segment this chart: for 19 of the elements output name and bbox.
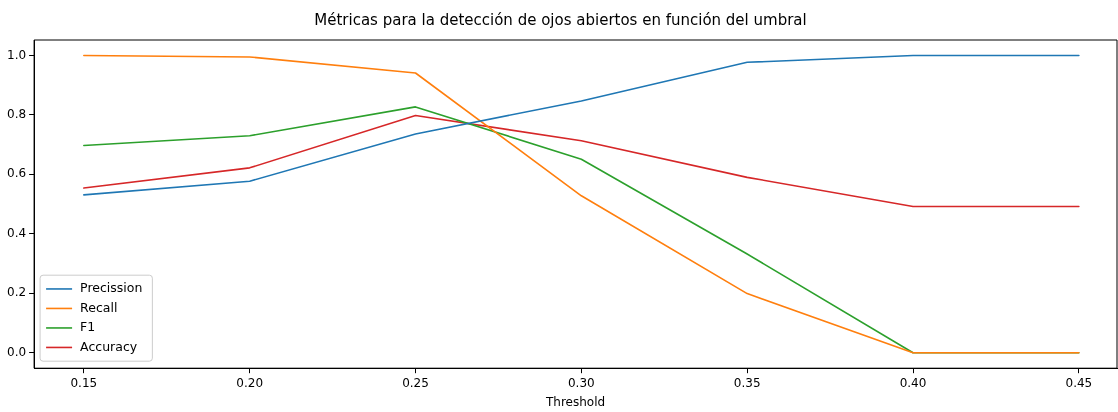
legend-label: F1 xyxy=(80,319,96,335)
x-tick-label: 0.30 xyxy=(567,375,595,390)
x-tick-label: 0.40 xyxy=(899,375,927,390)
x-tick-label: 0.20 xyxy=(236,375,264,390)
x-tick-label: 0.45 xyxy=(1065,375,1093,390)
y-tick-label: 0.2 xyxy=(6,285,27,300)
y-tick-label: 1.0 xyxy=(6,47,27,62)
legend-label: Recall xyxy=(80,299,118,315)
y-tick-label: 0.6 xyxy=(6,166,27,181)
y-tick-label: 0.8 xyxy=(6,107,27,122)
chart-title: Métricas para la detección de ojos abiertos en función del umbral xyxy=(314,10,807,29)
x-axis-title: Threshold xyxy=(544,394,606,409)
x-tick-label: 0.35 xyxy=(733,375,761,390)
x-tick-label: 0.25 xyxy=(402,375,429,390)
y-tick-label: 0.4 xyxy=(6,225,27,240)
x-tick-label: 0.15 xyxy=(70,375,98,390)
legend-label: Precission xyxy=(80,280,143,296)
y-tick-label: 0.0 xyxy=(6,344,27,359)
legend-label: Accuracy xyxy=(80,338,138,354)
